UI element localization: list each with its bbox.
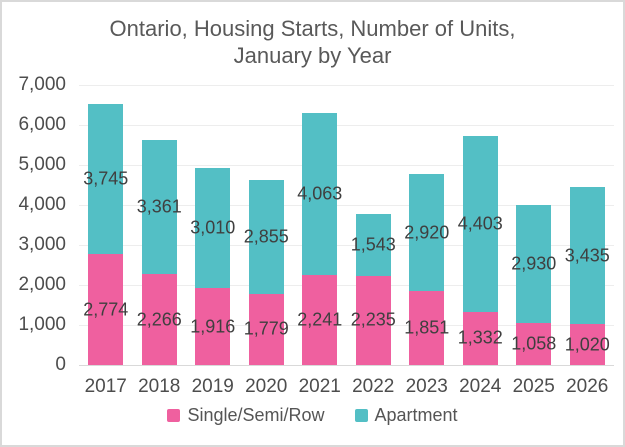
x-axis-label-2024: 2024 xyxy=(459,376,502,397)
bar-2021-single-semi-row xyxy=(302,275,338,365)
bar-2020-single-semi-row xyxy=(248,293,284,365)
bar-2018-single-semi-row xyxy=(141,274,177,365)
bar-2017-single-semi-row xyxy=(88,254,124,365)
data-label-2023-single-semi-row: 1,851 xyxy=(404,317,450,338)
x-axis-label-2021: 2021 xyxy=(298,376,341,397)
data-label-2020-single-semi-row: 1,779 xyxy=(243,318,289,339)
data-label-2019-single-semi-row: 1,916 xyxy=(190,316,236,337)
y-axis-tick-label: 2,000 xyxy=(18,274,66,295)
x-axis-label-2023: 2023 xyxy=(405,376,448,397)
bar-2026-single-semi-row xyxy=(569,324,605,365)
data-label-2021-single-semi-row: 2,241 xyxy=(297,309,343,330)
y-axis-tick-label: 6,000 xyxy=(18,114,66,135)
bar-2017-apartment xyxy=(88,104,124,255)
bar-2025-apartment xyxy=(516,205,552,323)
data-label-2017-apartment: 3,745 xyxy=(83,168,129,189)
y-axis-tick-label: 4,000 xyxy=(18,194,66,215)
x-axis-label-2022: 2022 xyxy=(352,376,395,397)
y-axis-tick-label: 7,000 xyxy=(18,74,66,95)
data-label-2017-single-semi-row: 2,774 xyxy=(83,299,129,320)
gridline-7000 xyxy=(79,84,614,86)
data-label-2022-single-semi-row: 2,235 xyxy=(350,309,396,330)
x-axis-label-2018: 2018 xyxy=(138,376,181,397)
gridline-1000 xyxy=(79,324,614,326)
legend-swatch-apartment xyxy=(354,409,368,422)
x-axis-label-2017: 2017 xyxy=(84,376,127,397)
data-label-2022-apartment: 1,543 xyxy=(350,234,396,255)
legend-label: Single/Semi/Row xyxy=(187,405,325,425)
bar-2024-single-semi-row xyxy=(462,311,498,365)
data-label-2024-apartment: 4,403 xyxy=(457,213,503,234)
data-label-2025-single-semi-row: 1,058 xyxy=(511,333,557,354)
bar-2020-apartment xyxy=(248,179,284,294)
chart-title: Ontario, Housing Starts, Number of Units… xyxy=(2,15,623,69)
legend-item-apartment: Apartment xyxy=(354,405,458,426)
bar-2019-single-semi-row xyxy=(195,288,231,365)
bar-2019-apartment xyxy=(195,167,231,289)
legend-label: Apartment xyxy=(374,405,458,425)
data-label-2024-single-semi-row: 1,332 xyxy=(457,327,503,348)
chart-title-line-2: January by Year xyxy=(233,43,392,68)
legend-swatch-single-semi-row xyxy=(167,409,181,422)
gridline-3000 xyxy=(79,244,614,246)
gridline-2000 xyxy=(79,284,614,286)
data-label-2021-apartment: 4,063 xyxy=(297,183,343,204)
bar-2022-single-semi-row xyxy=(355,275,391,365)
chart-title-line-1: Ontario, Housing Starts, Number of Units… xyxy=(109,16,516,41)
bar-2022-apartment xyxy=(355,213,391,276)
gridline-4000 xyxy=(79,204,614,206)
data-label-2025-apartment: 2,930 xyxy=(511,253,557,274)
x-axis-label-2020: 2020 xyxy=(245,376,288,397)
x-axis-label-2019: 2019 xyxy=(191,376,234,397)
bar-2026-apartment xyxy=(569,186,605,325)
legend-item-single-semi-row: Single/Semi/Row xyxy=(167,405,325,426)
gridline-5000 xyxy=(79,164,614,166)
data-label-2018-apartment: 3,361 xyxy=(136,196,182,217)
y-axis-tick-label: 1,000 xyxy=(18,314,66,335)
bar-2023-single-semi-row xyxy=(409,290,445,365)
bar-2024-apartment xyxy=(462,135,498,312)
gridline-6000 xyxy=(79,124,614,126)
legend: Single/Semi/Row Apartment xyxy=(2,405,623,426)
y-axis-tick-label: 5,000 xyxy=(18,154,66,175)
y-axis-tick-label: 0 xyxy=(55,354,66,375)
bar-2018-apartment xyxy=(141,139,177,275)
gridline-0 xyxy=(79,364,614,366)
data-label-2020-apartment: 2,855 xyxy=(243,226,289,247)
data-label-2019-apartment: 3,010 xyxy=(190,217,236,238)
bar-2023-apartment xyxy=(409,174,445,291)
data-label-2026-apartment: 3,435 xyxy=(564,245,610,265)
data-label-2023-apartment: 2,920 xyxy=(404,222,450,243)
x-axis-label-2025: 2025 xyxy=(512,376,555,397)
bar-2025-single-semi-row xyxy=(516,322,552,365)
y-axis-tick-label: 3,000 xyxy=(18,234,66,255)
data-label-2018-single-semi-row: 2,266 xyxy=(136,309,182,330)
x-axis-label-2026: 2026 xyxy=(566,376,609,397)
data-label-2026-single-semi-row: 1,020 xyxy=(564,334,610,355)
bar-2021-apartment xyxy=(302,112,338,276)
